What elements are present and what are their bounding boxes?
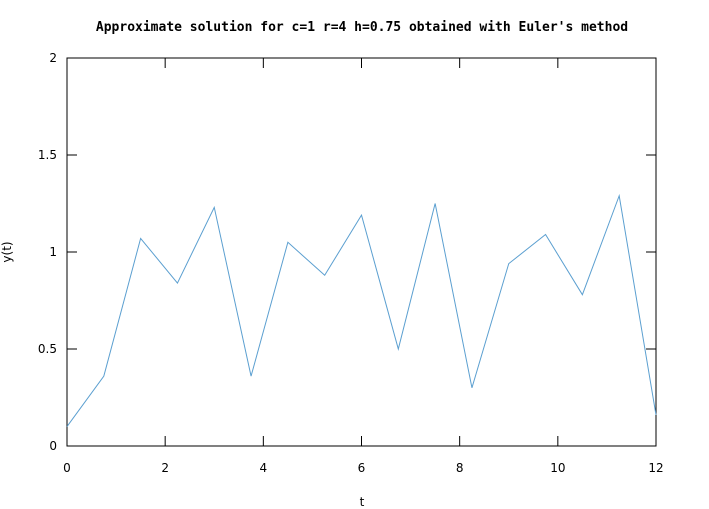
x-tick-label: 2 <box>161 461 169 475</box>
plot-frame <box>66 57 657 447</box>
y-axis-label: y(t) <box>0 241 14 262</box>
x-tick-label: 4 <box>260 461 268 475</box>
y-tick-label: 1 <box>49 245 57 259</box>
x-tick-label: 12 <box>648 461 663 475</box>
series-line <box>66 193 657 427</box>
x-tick-label: 6 <box>358 461 366 475</box>
y-tick-label: 0 <box>49 439 57 453</box>
y-tick-label: 2 <box>49 51 57 65</box>
axis-ticks <box>66 57 657 447</box>
x-tick-label: 10 <box>550 461 565 475</box>
chart-title: Approximate solution for c=1 r=4 h=0.75 … <box>96 20 628 35</box>
tick-labels: 0 2 4 6 8 10 12 0 0.5 1 1.5 2 <box>38 51 664 475</box>
y-tick-label: 1.5 <box>38 148 57 162</box>
x-tick-label: 0 <box>63 461 71 475</box>
x-axis-label: t <box>360 495 365 509</box>
y-tick-label: 0.5 <box>38 342 57 356</box>
x-tick-label: 8 <box>456 461 464 475</box>
series-group <box>66 193 657 427</box>
